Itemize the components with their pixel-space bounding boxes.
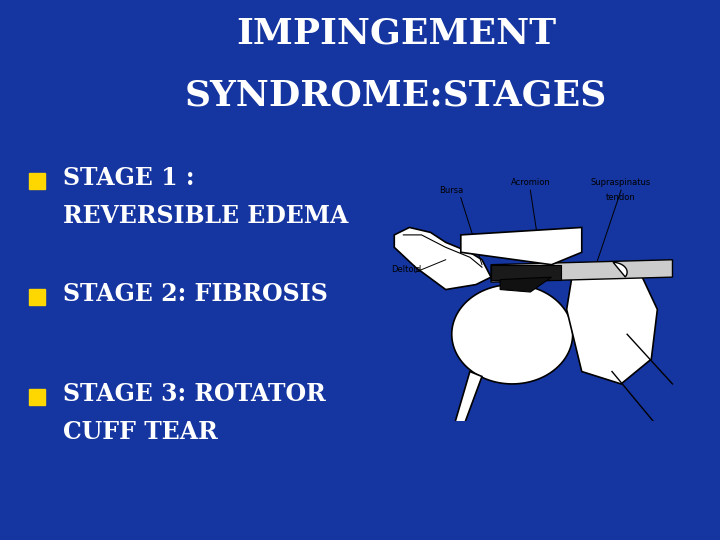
Polygon shape [491,265,561,280]
Polygon shape [395,227,491,289]
Text: STAGE 3: ROTATOR: STAGE 3: ROTATOR [63,382,326,406]
Text: STAGE 2: FIBROSIS: STAGE 2: FIBROSIS [63,282,328,306]
Text: REVERSIBLE EDEMA: REVERSIBLE EDEMA [63,204,348,228]
Polygon shape [613,262,627,277]
Bar [29,289,45,305]
Bar [29,389,45,405]
Text: CUFF TEAR: CUFF TEAR [63,420,218,444]
Polygon shape [451,372,482,434]
Polygon shape [567,267,657,384]
Text: IMPINGEMENT: IMPINGEMENT [236,16,556,50]
Text: Deltoid: Deltoid [391,265,421,274]
Text: Bursa: Bursa [440,186,464,195]
Text: SYNDROME:STAGES: SYNDROME:STAGES [185,78,607,112]
Text: Supraspinatus: Supraspinatus [591,178,651,187]
Text: STAGE 1 :: STAGE 1 : [63,166,195,190]
Text: tendon: tendon [606,193,636,202]
Text: Acromion: Acromion [510,178,550,187]
Polygon shape [461,227,582,265]
Bar [29,173,45,189]
Polygon shape [500,277,552,292]
Polygon shape [451,285,572,384]
Polygon shape [491,260,672,282]
